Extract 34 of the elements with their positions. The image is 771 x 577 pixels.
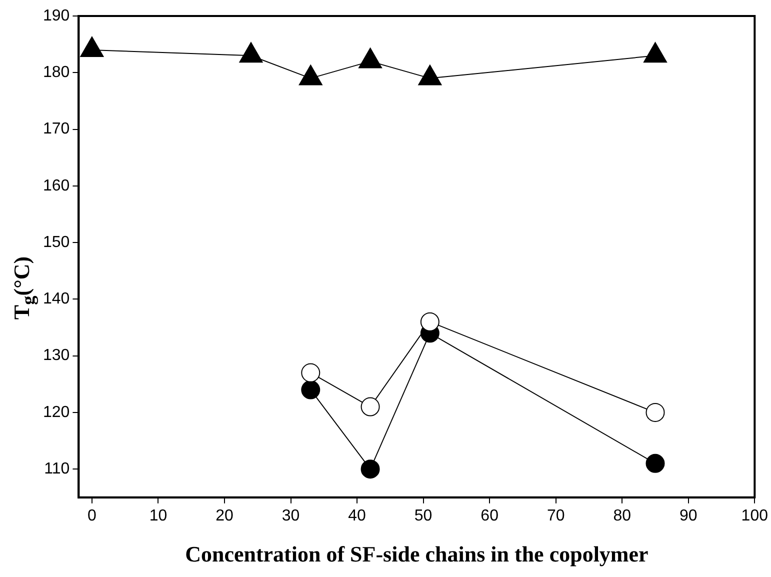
x-tick-label: 70: [546, 507, 565, 524]
x-tick-label: 40: [348, 507, 366, 524]
point: [646, 402, 665, 422]
y-tick-label: 150: [42, 234, 70, 251]
x-tick-label: 20: [216, 507, 234, 524]
y-tick-label: 160: [42, 177, 70, 194]
point: [358, 48, 382, 68]
point: [301, 363, 320, 382]
point: [298, 64, 322, 86]
point: [360, 460, 380, 479]
x-tick-label: 30: [282, 507, 300, 524]
x-tick-label: 90: [679, 507, 698, 524]
x-tick-label: 100: [741, 507, 768, 524]
y-tick-label: 140: [42, 290, 70, 308]
point: [643, 42, 668, 63]
y-tick-label: 120: [42, 404, 70, 421]
x-tick-label: 0: [87, 507, 96, 524]
x-tick-label: 80: [613, 507, 632, 524]
x-tick-label: 10: [149, 507, 168, 524]
point: [418, 64, 442, 86]
point: [239, 42, 263, 63]
y-tick-label: 110: [44, 460, 70, 478]
x-tick-label: 60: [480, 507, 499, 524]
y-tick-label: 190: [42, 7, 70, 24]
point: [80, 36, 104, 57]
x-tick-label: 50: [414, 507, 432, 524]
point: [646, 454, 665, 473]
point: [360, 397, 380, 416]
y-tick-label: 130: [42, 347, 70, 364]
y-tick-label: 170: [42, 120, 70, 138]
y-tick-label: 180: [42, 64, 70, 82]
point: [420, 312, 440, 332]
point: [301, 380, 320, 400]
x-axis-title: Concentration of SF-side chains in the copolymer: [185, 541, 649, 566]
